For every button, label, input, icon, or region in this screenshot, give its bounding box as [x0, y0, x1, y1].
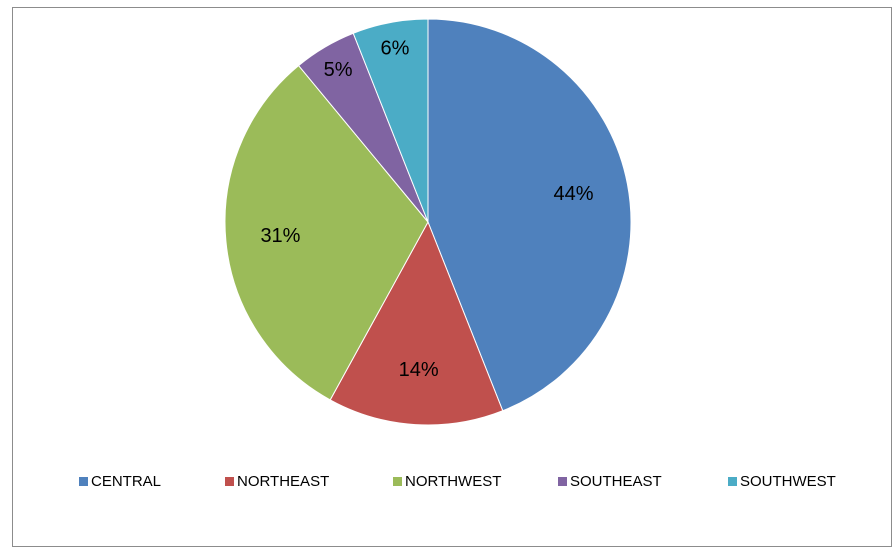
legend-label: NORTHEAST — [237, 473, 330, 490]
legend-swatch — [225, 477, 234, 486]
data-label-northwest: 31% — [260, 225, 300, 247]
legend-swatch — [728, 477, 737, 486]
legend-swatch — [558, 477, 567, 486]
data-label-southeast: 5% — [324, 59, 353, 81]
legend-item-southwest: SOUTHWEST — [728, 473, 836, 490]
data-label-southwest: 6% — [380, 38, 409, 60]
pie-slice-central — [427, 18, 632, 412]
data-label-northeast: 14% — [399, 359, 439, 381]
legend-item-northeast: NORTHEAST — [225, 473, 329, 490]
legend-label: CENTRAL — [91, 473, 162, 490]
data-label-central: 44% — [554, 183, 594, 205]
legend-item-southeast: SOUTHEAST — [558, 473, 662, 490]
legend-label: SOUTHWEST — [740, 473, 836, 490]
pie-slice-northeast — [329, 220, 504, 426]
legend-item-northwest: NORTHWEST — [393, 473, 501, 490]
legend-item-central: CENTRAL — [79, 473, 161, 490]
legend-label: SOUTHEAST — [570, 473, 662, 490]
legend-swatch — [393, 477, 402, 486]
legend: CENTRAL NORTHEAST NORTHWEST SOUTHEAST SOUTHW… — [0, 473, 893, 513]
legend-label: NORTHWEST — [405, 473, 502, 490]
pie-slice-southwest — [352, 18, 429, 223]
pie-slice-northwest — [224, 64, 429, 401]
legend-swatch — [79, 477, 88, 486]
